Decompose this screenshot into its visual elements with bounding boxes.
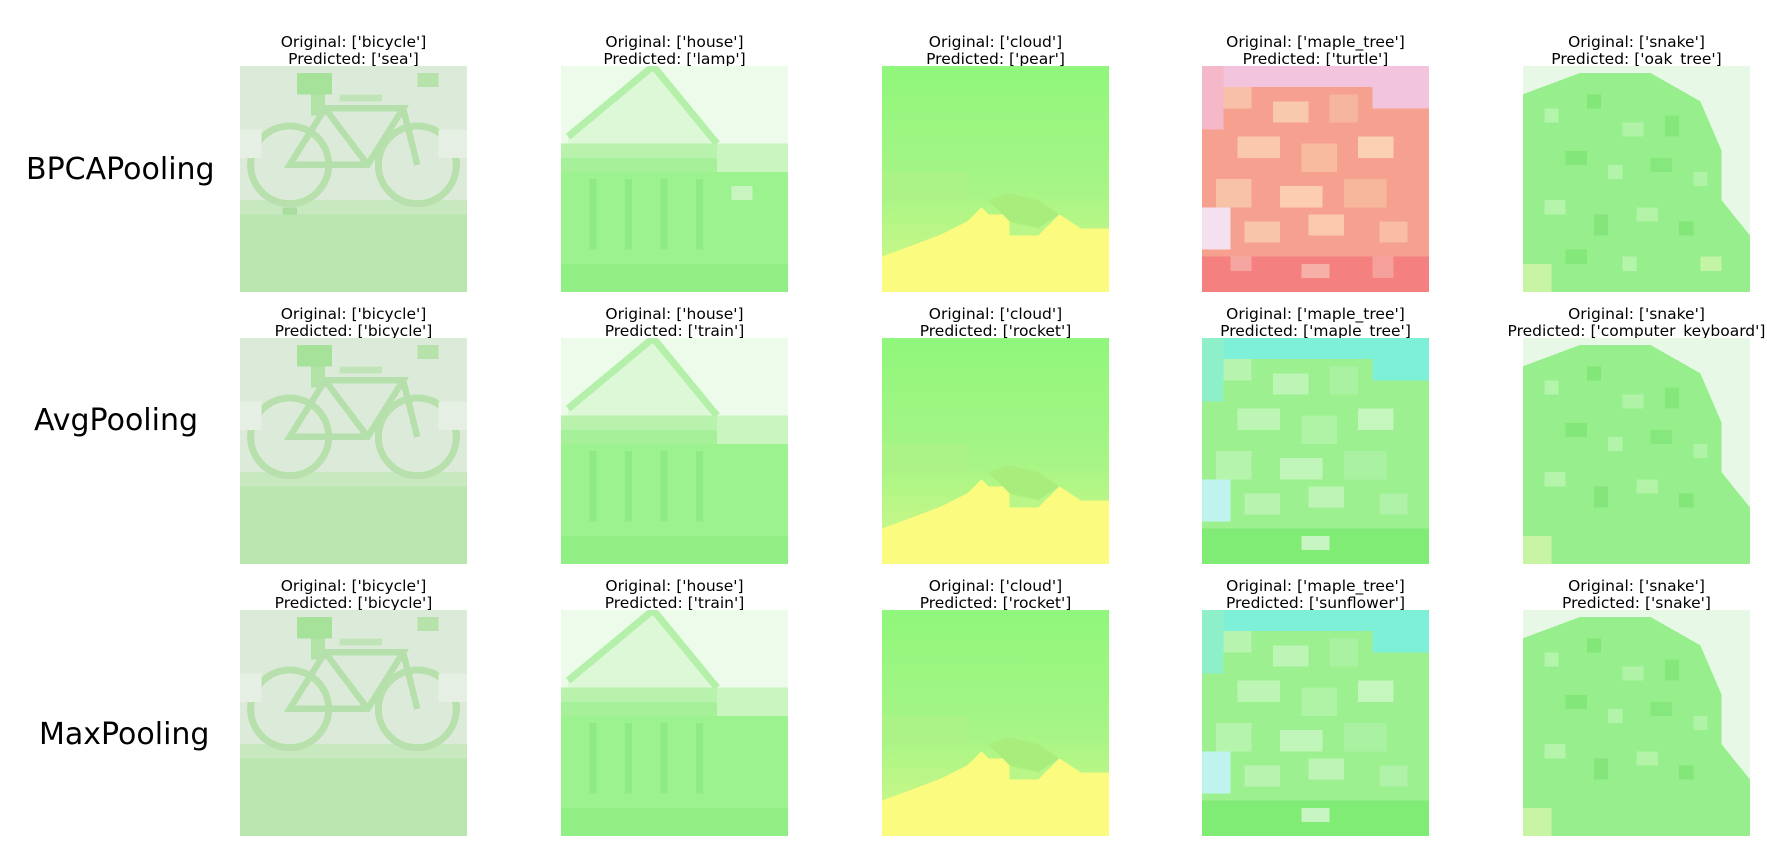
original-label: Original: ['snake'] [1568, 305, 1705, 323]
cell-caption: Original: ['snake'] Predicted: ['compute… [1463, 306, 1767, 340]
cell-caption: Original: ['cloud'] Predicted: ['pear'] [822, 34, 1169, 68]
sample-image-cloud [882, 338, 1109, 564]
predicted-label: Predicted: ['rocket'] [919, 594, 1072, 612]
predicted-label: Predicted: ['lamp'] [603, 50, 746, 68]
original-label: Original: ['snake'] [1568, 33, 1705, 51]
sample-image-cloud [882, 610, 1109, 836]
predicted-label: Predicted: ['train'] [604, 594, 745, 612]
predicted-label: Predicted: ['maple_tree'] [1220, 322, 1411, 340]
cell-caption: Original: ['house'] Predicted: ['train'] [501, 306, 848, 340]
original-label: Original: ['house'] [605, 305, 744, 323]
cell-caption: Original: ['bicycle'] Predicted: ['bicyc… [180, 578, 527, 612]
cell-caption: Original: ['cloud'] Predicted: ['rocket'… [822, 578, 1169, 612]
sample-image-snake [1523, 610, 1750, 836]
sample-image-house [561, 66, 788, 292]
predicted-label: Predicted: ['sunflower'] [1225, 594, 1406, 612]
cell-caption: Original: ['maple_tree'] Predicted: ['ma… [1142, 306, 1489, 340]
sample-image-maple-tree [1202, 610, 1429, 836]
original-label: Original: ['bicycle'] [280, 577, 427, 595]
sample-image-snake [1523, 338, 1750, 564]
cell-caption: Original: ['snake'] Predicted: ['oak_tre… [1463, 34, 1767, 68]
predicted-label: Predicted: ['train'] [604, 322, 745, 340]
original-label: Original: ['bicycle'] [280, 305, 427, 323]
predicted-label: Predicted: ['oak_tree'] [1551, 50, 1722, 68]
original-label: Original: ['maple_tree'] [1226, 305, 1405, 323]
sample-image-cloud [882, 66, 1109, 292]
cell-caption: Original: ['bicycle'] Predicted: ['bicyc… [180, 306, 527, 340]
cell-caption: Original: ['house'] Predicted: ['lamp'] [501, 34, 848, 68]
cell-caption: Original: ['bicycle'] Predicted: ['sea'] [180, 34, 527, 68]
predicted-label: Predicted: ['snake'] [1562, 594, 1711, 612]
sample-image-snake [1523, 66, 1750, 292]
original-label: Original: ['house'] [605, 577, 744, 595]
predicted-label: Predicted: ['pear'] [926, 50, 1065, 68]
row-label-max: MaxPooling [39, 717, 210, 752]
predicted-label: Predicted: ['turtle'] [1242, 50, 1389, 68]
cell-caption: Original: ['cloud'] Predicted: ['rocket'… [822, 306, 1169, 340]
sample-image-maple-tree [1202, 338, 1429, 564]
predicted-label: Predicted: ['computer_keyboard'] [1507, 322, 1766, 340]
predicted-label: Predicted: ['bicycle'] [274, 322, 433, 340]
original-label: Original: ['maple_tree'] [1226, 577, 1405, 595]
row-label-bpca: BPCAPooling [26, 152, 215, 187]
cell-caption: Original: ['snake'] Predicted: ['snake'] [1463, 578, 1767, 612]
predicted-label: Predicted: ['bicycle'] [274, 594, 433, 612]
predicted-label: Predicted: ['rocket'] [919, 322, 1072, 340]
original-label: Original: ['maple_tree'] [1226, 33, 1405, 51]
sample-image-bicycle [240, 338, 467, 564]
original-label: Original: ['cloud'] [928, 33, 1063, 51]
sample-image-house [561, 610, 788, 836]
sample-image-maple-tree [1202, 66, 1429, 292]
sample-image-bicycle [240, 610, 467, 836]
original-label: Original: ['cloud'] [928, 577, 1063, 595]
cell-caption: Original: ['house'] Predicted: ['train'] [501, 578, 848, 612]
original-label: Original: ['house'] [605, 33, 744, 51]
predicted-label: Predicted: ['sea'] [288, 50, 419, 68]
original-label: Original: ['cloud'] [928, 305, 1063, 323]
row-label-avg: AvgPooling [34, 403, 199, 438]
cell-caption: Original: ['maple_tree'] Predicted: ['su… [1142, 578, 1489, 612]
sample-image-house [561, 338, 788, 564]
original-label: Original: ['bicycle'] [280, 33, 427, 51]
cell-caption: Original: ['maple_tree'] Predicted: ['tu… [1142, 34, 1489, 68]
original-label: Original: ['snake'] [1568, 577, 1705, 595]
sample-image-bicycle [240, 66, 467, 292]
